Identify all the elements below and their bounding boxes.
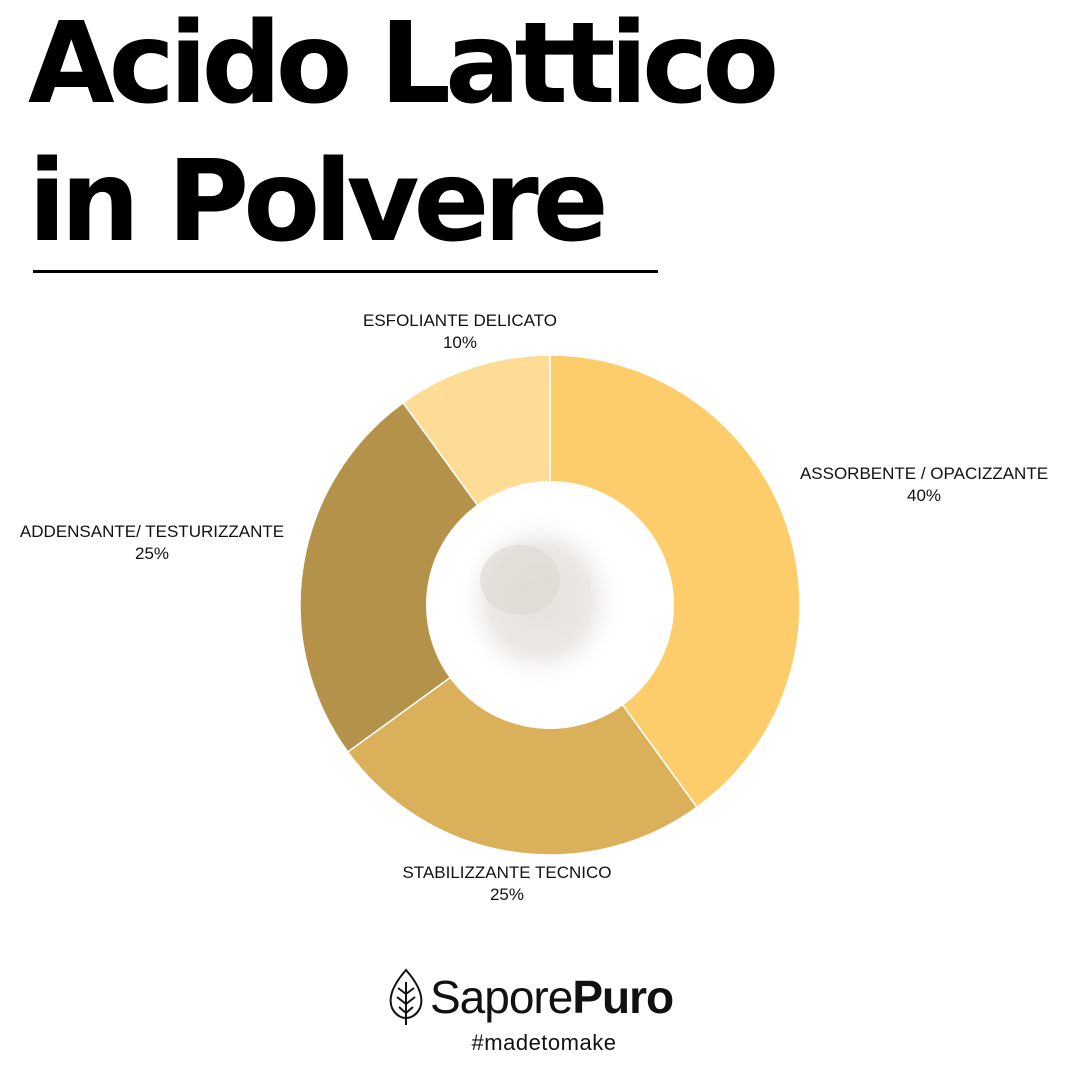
label-name: ADDENSANTE/ TESTURIZZANTE bbox=[19, 522, 285, 541]
label-name: STABILIZZANTE TECNICO bbox=[402, 863, 612, 882]
title-line-1: Acido Lattico bbox=[28, 0, 779, 129]
leaf-icon bbox=[389, 968, 423, 1025]
label-stabilizzante: STABILIZZANTE TECNICO 25% bbox=[402, 862, 611, 906]
label-assorbente: ASSORBENTE / OPACIZZANTE 40% bbox=[800, 463, 1048, 507]
brand-logo: SaporePuro bbox=[388, 968, 674, 1026]
brand-name-bold: Puro bbox=[572, 971, 674, 1023]
title-line-2: in Polvere bbox=[28, 137, 609, 267]
slice-stabilizzante-tecnico bbox=[346, 603, 698, 856]
label-esfoliante: ESFOLIANTE DELICATO 10% bbox=[363, 310, 557, 354]
label-name: ESFOLIANTE DELICATO bbox=[363, 311, 557, 330]
slice-assorbente-opacizzante bbox=[549, 354, 801, 809]
label-value: 25% bbox=[489, 885, 525, 904]
brand-name: SaporePuro bbox=[430, 970, 674, 1024]
label-addensante: ADDENSANTE/ TESTURIZZANTE 25% bbox=[20, 521, 284, 565]
powder-highlight bbox=[480, 545, 560, 615]
label-value: 25% bbox=[134, 544, 170, 563]
label-name: ASSORBENTE / OPACIZZANTE bbox=[799, 464, 1049, 483]
brand-name-light: Sapore bbox=[430, 971, 573, 1023]
slice-addensante-testurizzante bbox=[299, 401, 552, 753]
title-underline bbox=[33, 270, 658, 273]
brand-tagline: #madetomake bbox=[471, 1030, 617, 1055]
label-value: 40% bbox=[906, 486, 942, 505]
label-value: 10% bbox=[442, 333, 478, 352]
